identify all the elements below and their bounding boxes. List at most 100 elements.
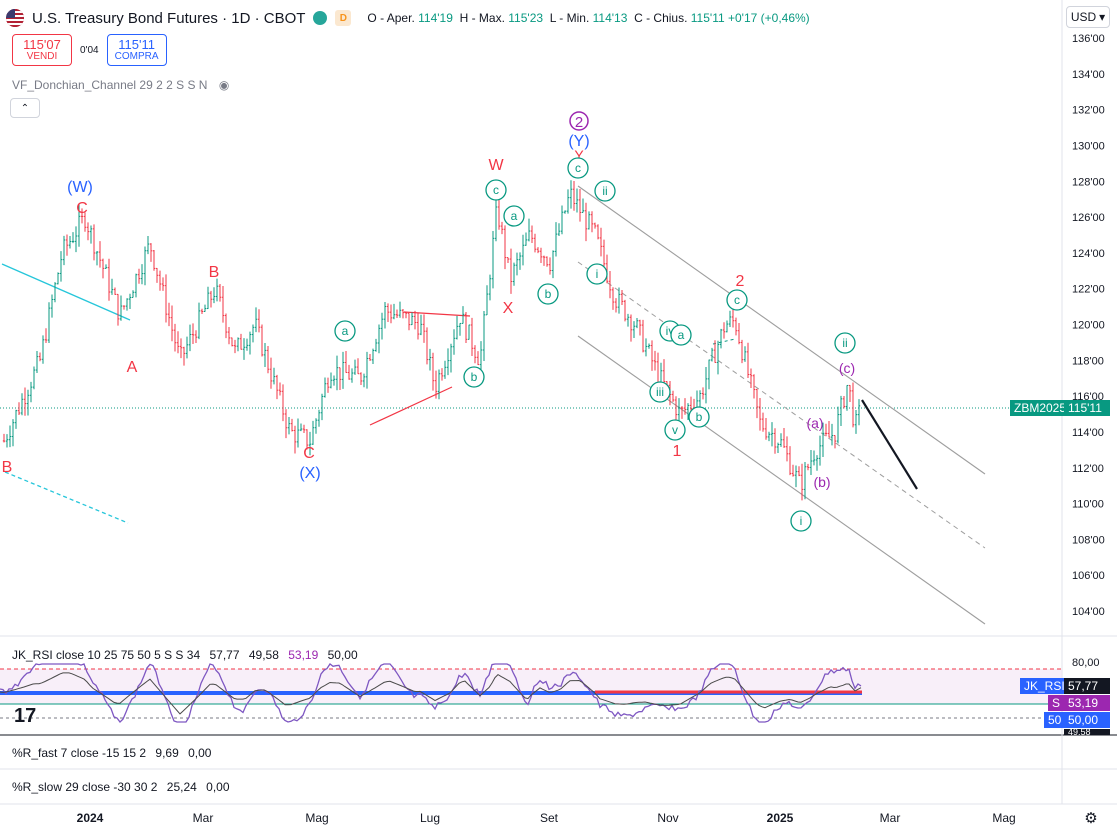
- symbol-title[interactable]: U.S. Treasury Bond Futures · 1D · CBOT: [32, 9, 306, 27]
- price-tick-label: 130'00: [1072, 140, 1105, 152]
- rsi-indicator-label[interactable]: JK_RSI close 10 25 75 50 5 S S 34 57,77 …: [12, 648, 358, 662]
- wave-circle-c: c: [485, 179, 507, 201]
- gear-icon[interactable]: ⚙: [1084, 810, 1098, 827]
- triangle-lower-line[interactable]: [369, 386, 453, 426]
- wave-circle-b: b: [537, 283, 559, 305]
- wave-label-b-paren: (b): [813, 474, 830, 490]
- chevron-down-icon: ▾: [1099, 10, 1106, 24]
- price-axis[interactable]: 136'00 134'00 132'00 130'00 128'00 126'00 124'…: [1072, 33, 1105, 669]
- delayed-badge: D: [335, 10, 352, 26]
- rsi-tick-label: 80,00: [1072, 657, 1100, 669]
- price-tick-label: 104'00: [1072, 606, 1105, 618]
- time-tick-label: Mag: [992, 811, 1015, 825]
- wave-label-c-paren: (c): [839, 360, 855, 376]
- wave-circle-2: 2: [569, 111, 589, 131]
- wave-label-W-red: W: [488, 157, 504, 174]
- last-price-tag: 115'11: [1064, 400, 1110, 416]
- wave-label-Y-blue: (Y): [568, 133, 589, 150]
- price-tick-label: 120'00: [1072, 320, 1105, 332]
- svg-text:ii: ii: [602, 184, 607, 198]
- svg-text:iv: iv: [666, 324, 675, 338]
- ohlc-readout: O - Aper. 114'19 H - Max. 115'23 L - Min…: [367, 11, 810, 25]
- wave-circle-b: b: [463, 366, 485, 388]
- trendline-cyan[interactable]: [1, 263, 131, 321]
- wave-label-A: A: [127, 359, 138, 376]
- wave-circle-ii: ii: [594, 180, 616, 202]
- wave-circle-a: a: [503, 205, 525, 227]
- wave-circle-v: v: [664, 419, 686, 441]
- eye-hidden-icon[interactable]: ◉: [218, 78, 230, 92]
- channel-lower-line[interactable]: [577, 335, 986, 625]
- rsi-line[interactable]: [0, 663, 862, 723]
- triangle-upper-line[interactable]: [403, 311, 471, 317]
- r-slow-indicator-label[interactable]: %R_slow 29 close -30 30 2 25,24 0,00: [12, 780, 230, 794]
- wave-circle-ii: ii: [834, 332, 856, 354]
- symbol-price-tag: ZBM2025: [1010, 400, 1071, 416]
- collapse-indicators-button[interactable]: ⌃: [10, 98, 40, 118]
- price-tick-label: 124'00: [1072, 248, 1105, 260]
- tradingview-logo: 17: [14, 705, 36, 727]
- price-tick-label: 108'00: [1072, 534, 1105, 546]
- projection-arrow-line[interactable]: [861, 399, 918, 490]
- price-tick-label: 132'00: [1072, 105, 1105, 117]
- svg-text:b: b: [545, 287, 552, 301]
- price-tick-label: 122'00: [1072, 284, 1105, 296]
- fifty-tag: 50: [1044, 712, 1066, 728]
- s-letter-tag: S: [1048, 695, 1065, 711]
- hidden-value-tag: 49,58: [1064, 729, 1110, 735]
- svg-text:2: 2: [575, 114, 583, 131]
- svg-text:b: b: [471, 370, 478, 384]
- wave-label-C: C: [76, 200, 88, 217]
- wave-label-2: 2: [736, 273, 745, 290]
- donchian-indicator-label[interactable]: VF_Donchian_Channel 29 2 2 S S N ◉: [12, 78, 230, 92]
- market-status-icon: [313, 11, 328, 25]
- symbol-header[interactable]: U.S. Treasury Bond Futures · 1D · CBOT D…: [6, 6, 810, 30]
- svg-text:i: i: [800, 514, 803, 528]
- wave-label-W-blue: (W): [67, 179, 93, 196]
- svg-text:c: c: [493, 183, 499, 197]
- us-flag-icon: [6, 9, 24, 27]
- wave-circle-c: c: [726, 289, 748, 311]
- s-value-tag: 53,19: [1064, 695, 1110, 711]
- wave-circle-i: i: [790, 510, 812, 532]
- time-tick-label: Lug: [420, 811, 440, 825]
- svg-text:c: c: [734, 293, 740, 307]
- time-tick-label: Nov: [657, 811, 678, 825]
- price-tick-label: 134'00: [1072, 69, 1105, 81]
- candles-group[interactable]: [2, 180, 861, 501]
- time-axis[interactable]: 2024 Mar Mag Lug Set Nov 2025 Mar Mag: [77, 811, 1016, 825]
- svg-text:a: a: [342, 324, 349, 338]
- trade-panel: 115'07 VENDI 0'04 115'11 COMPRA: [12, 34, 167, 66]
- currency-selector[interactable]: USD ▾: [1066, 6, 1110, 28]
- sell-button[interactable]: 115'07 VENDI: [12, 34, 72, 66]
- price-tick-label: 106'00: [1072, 570, 1105, 582]
- rsi-signal-line[interactable]: [0, 672, 862, 715]
- wave-label-C2: C: [303, 445, 315, 462]
- price-tick-label: 112'00: [1072, 463, 1104, 475]
- time-tick-label: 2024: [77, 811, 104, 825]
- wave-label-1: 1: [673, 443, 682, 460]
- price-tick-label: 110'00: [1072, 499, 1104, 511]
- channel-upper-line[interactable]: [577, 185, 986, 475]
- wave-circle-c: c: [567, 157, 589, 179]
- svg-text:iii: iii: [656, 385, 664, 399]
- svg-text:c: c: [575, 161, 581, 175]
- time-tick-label: Mar: [193, 811, 214, 825]
- buy-button[interactable]: 115'11 COMPRA: [106, 34, 167, 66]
- rsi-name-tag: JK_RSI: [1020, 678, 1069, 694]
- wave-circle-iii: iii: [649, 381, 671, 403]
- wave-label-X-blue: (X): [299, 465, 320, 482]
- wave-label-B-left: B: [2, 459, 13, 476]
- wave-connector: [712, 338, 736, 345]
- channel-mid-line[interactable]: [577, 261, 986, 549]
- price-tick-label: 118'00: [1072, 355, 1104, 367]
- price-tick-label: 114'00: [1072, 427, 1104, 439]
- trendline-cyan-dashed[interactable]: [4, 471, 129, 524]
- wave-labels: (W) C B A C (X) B W X Y (Y) 1 2 (a) (b) …: [2, 133, 856, 490]
- svg-text:i: i: [596, 267, 599, 281]
- wave-circle-b: b: [688, 406, 710, 428]
- svg-text:a: a: [511, 209, 518, 223]
- r-fast-indicator-label[interactable]: %R_fast 7 close -15 15 2 9,69 0,00: [12, 746, 212, 760]
